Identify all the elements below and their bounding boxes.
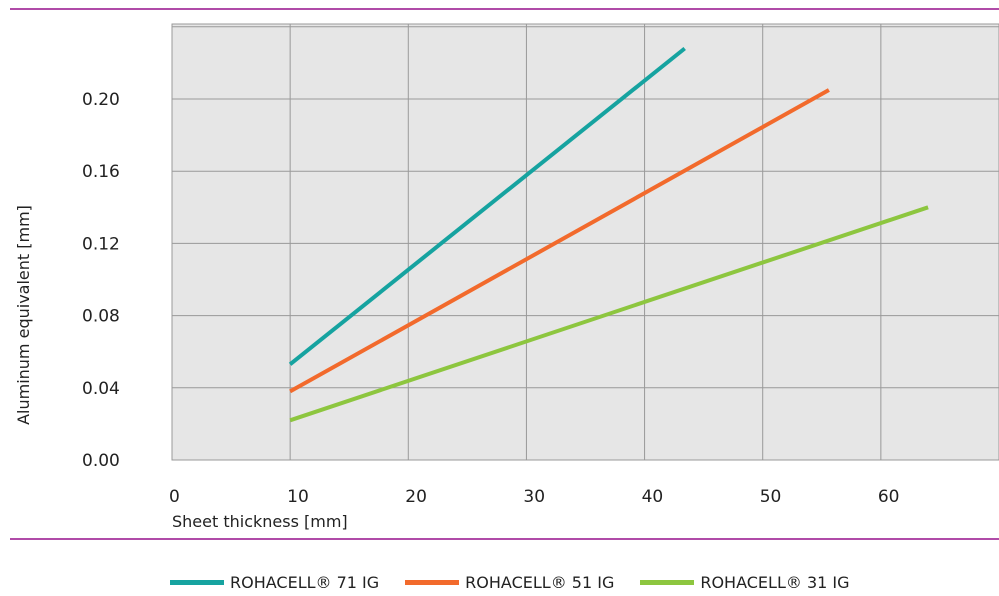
legend-item-31ig: ROHACELL® 31 IG <box>640 572 850 592</box>
series-line-1 <box>289 88 830 394</box>
y-tick-label: 0.04 <box>82 379 120 399</box>
legend-swatch-71ig <box>170 579 224 585</box>
series-line-0 <box>288 46 686 366</box>
series-lines <box>288 46 929 423</box>
y-tick-label: 0.08 <box>82 307 120 327</box>
y-axis-title: Aluminum equivalent [mm] <box>14 205 33 425</box>
plot-area <box>171 23 999 461</box>
legend-label-71ig: ROHACELL® 71 IG <box>230 572 380 592</box>
plot-background <box>171 23 999 461</box>
y-axis-tick-labels: 0.00 0.04 0.08 0.12 0.16 0.20 <box>82 90 120 471</box>
x-axis-title: Sheet thickness [mm] <box>172 512 348 531</box>
x-tick-label: 60 <box>878 487 900 507</box>
bottom-divider <box>10 538 999 540</box>
legend-label-51ig: ROHACELL® 51 IG <box>465 572 615 592</box>
y-tick-label: 0.00 <box>82 451 120 471</box>
legend-swatch-31ig <box>640 579 695 585</box>
x-tick-label: 0 <box>169 487 180 507</box>
x-tick-label: 50 <box>760 487 782 507</box>
x-tick-label: 30 <box>523 487 545 507</box>
legend-item-51ig: ROHACELL® 51 IG <box>405 573 614 592</box>
y-tick-label: 0.20 <box>82 90 120 110</box>
x-tick-label: 20 <box>405 487 427 507</box>
top-divider <box>10 8 999 10</box>
legend-label-31ig: ROHACELL® 31 IG <box>700 572 850 592</box>
y-tick-label: 0.16 <box>82 162 120 182</box>
legend-swatch-51ig <box>405 579 460 585</box>
series-line-2 <box>289 205 929 423</box>
x-tick-label: 40 <box>642 487 664 507</box>
legend: ROHACELL® 71 IG ROHACELL® 51 IG ROHACELL… <box>170 568 876 596</box>
x-tick-label: 10 <box>287 487 309 507</box>
y-tick-label: 0.12 <box>82 234 120 254</box>
x-axis-tick-labels: 0 10 20 30 40 50 60 <box>169 487 899 507</box>
legend-item-71ig: ROHACELL® 71 IG <box>170 573 379 592</box>
